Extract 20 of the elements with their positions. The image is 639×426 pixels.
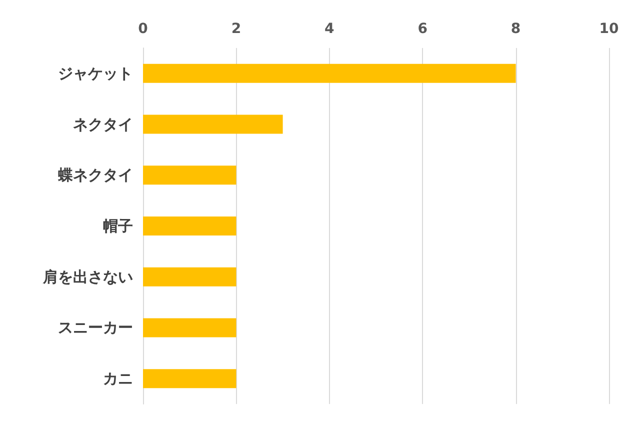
bar bbox=[143, 166, 236, 185]
y-tick-label: 肩を出さない bbox=[42, 268, 133, 286]
x-tick-label: 8 bbox=[510, 21, 521, 37]
bar bbox=[143, 318, 236, 338]
bar bbox=[143, 64, 516, 83]
bar bbox=[143, 216, 236, 236]
bar bbox=[143, 267, 236, 286]
bar bbox=[143, 114, 283, 134]
x-tick-label: 4 bbox=[324, 21, 335, 37]
y-tick-label: カニ bbox=[103, 370, 133, 388]
y-tick-label: 蝶ネクタイ bbox=[57, 166, 133, 184]
y-tick-label: 帽子 bbox=[103, 217, 133, 235]
x-tick-label: 0 bbox=[138, 21, 148, 37]
y-tick-label: ジャケット bbox=[58, 64, 133, 82]
x-tick-label: 6 bbox=[418, 21, 428, 37]
bar bbox=[143, 369, 236, 388]
y-tick-label: スニーカー bbox=[58, 318, 133, 337]
x-tick-label: 2 bbox=[231, 21, 242, 37]
y-tick-label: ネクタイ bbox=[73, 115, 133, 134]
x-tick-label: 10 bbox=[599, 21, 619, 37]
